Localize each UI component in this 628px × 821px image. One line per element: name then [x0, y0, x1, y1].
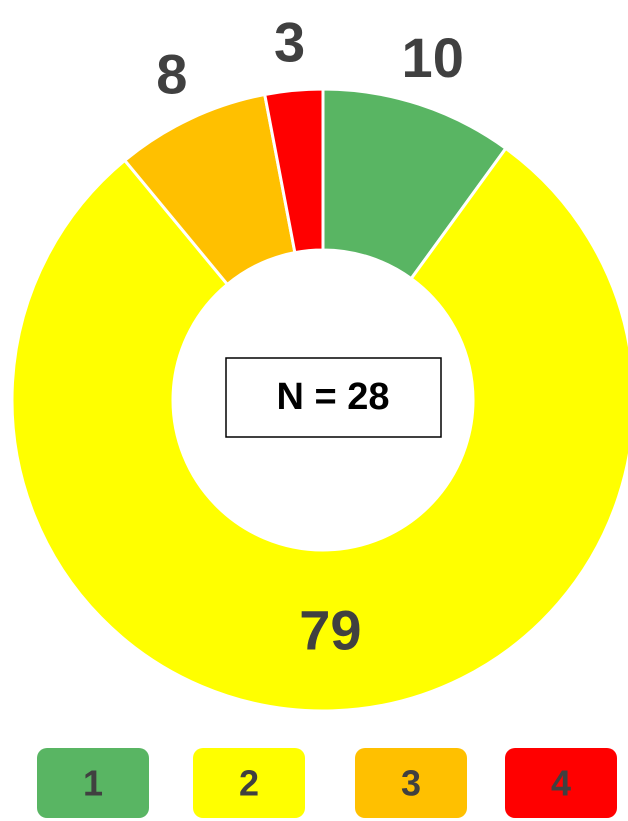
- legend-label: 1: [83, 763, 103, 804]
- legend-swatch: [505, 748, 617, 818]
- data-label: 79: [299, 599, 361, 662]
- legend-swatch: [37, 748, 149, 818]
- legend-label: 3: [401, 763, 421, 804]
- annotation-box: [225, 357, 442, 438]
- slice: [10, 146, 628, 713]
- data-label: 8: [156, 43, 187, 106]
- slice: [262, 87, 325, 255]
- legend-label: 2: [239, 763, 259, 804]
- data-label: 3: [274, 10, 305, 73]
- legend-swatch: [355, 748, 467, 818]
- legend-swatch: [193, 748, 305, 818]
- annotation: N = 28: [276, 376, 389, 418]
- data-label: 10: [402, 26, 464, 89]
- legend-label: 4: [551, 763, 571, 804]
